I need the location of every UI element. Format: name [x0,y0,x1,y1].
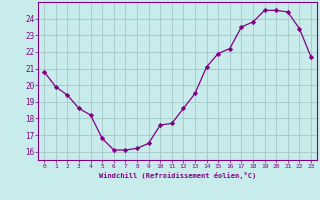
X-axis label: Windchill (Refroidissement éolien,°C): Windchill (Refroidissement éolien,°C) [99,172,256,179]
